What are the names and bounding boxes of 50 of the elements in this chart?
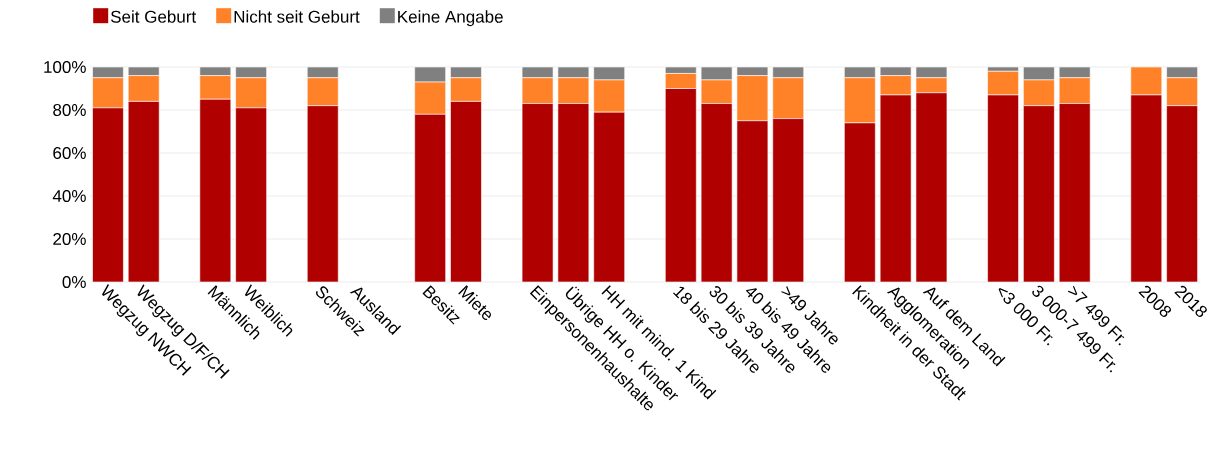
bar xyxy=(199,99,231,282)
bar xyxy=(844,122,876,282)
bar xyxy=(306,77,339,106)
bar xyxy=(127,75,160,102)
bar xyxy=(1130,67,1163,96)
y-tick-label: 60% xyxy=(53,146,86,160)
bar xyxy=(736,120,769,282)
bar xyxy=(414,114,446,282)
bar xyxy=(1058,103,1091,282)
legend-label: Seit Geburt xyxy=(110,10,197,23)
bar xyxy=(128,101,160,282)
bar xyxy=(307,105,339,282)
bar xyxy=(557,103,590,282)
bar xyxy=(593,111,625,282)
bar xyxy=(772,118,805,282)
y-tick-label: 80% xyxy=(53,103,86,117)
legend-label: Nicht seit Geburt xyxy=(234,10,360,23)
bar xyxy=(414,81,446,115)
bar xyxy=(772,77,805,119)
bar xyxy=(593,79,625,113)
bar xyxy=(987,71,1019,96)
y-tick-label: 40% xyxy=(52,189,86,203)
bar xyxy=(987,94,1019,282)
y-tick-label: 100% xyxy=(44,60,86,74)
bar xyxy=(665,88,697,282)
bar xyxy=(450,101,482,282)
bar xyxy=(521,103,554,282)
bar xyxy=(736,75,769,122)
legend-label: Keine Angabe xyxy=(398,10,503,27)
bar xyxy=(1023,105,1055,282)
bar xyxy=(665,73,697,89)
bar xyxy=(92,77,124,109)
y-tick-label: 20% xyxy=(53,232,86,246)
bar xyxy=(450,77,482,102)
bar xyxy=(1130,94,1163,282)
bar xyxy=(1166,105,1198,282)
bar xyxy=(521,77,554,104)
bar xyxy=(700,103,733,282)
bar xyxy=(844,77,876,124)
bar xyxy=(915,92,948,282)
bar xyxy=(235,107,267,282)
bar xyxy=(1023,79,1055,106)
bar xyxy=(1166,77,1198,106)
bar xyxy=(92,107,124,282)
bar xyxy=(235,77,267,109)
bar xyxy=(879,94,912,282)
bar xyxy=(1058,77,1091,104)
bar xyxy=(557,77,590,104)
y-tick-label: 0% xyxy=(62,275,86,289)
bar xyxy=(199,75,232,100)
